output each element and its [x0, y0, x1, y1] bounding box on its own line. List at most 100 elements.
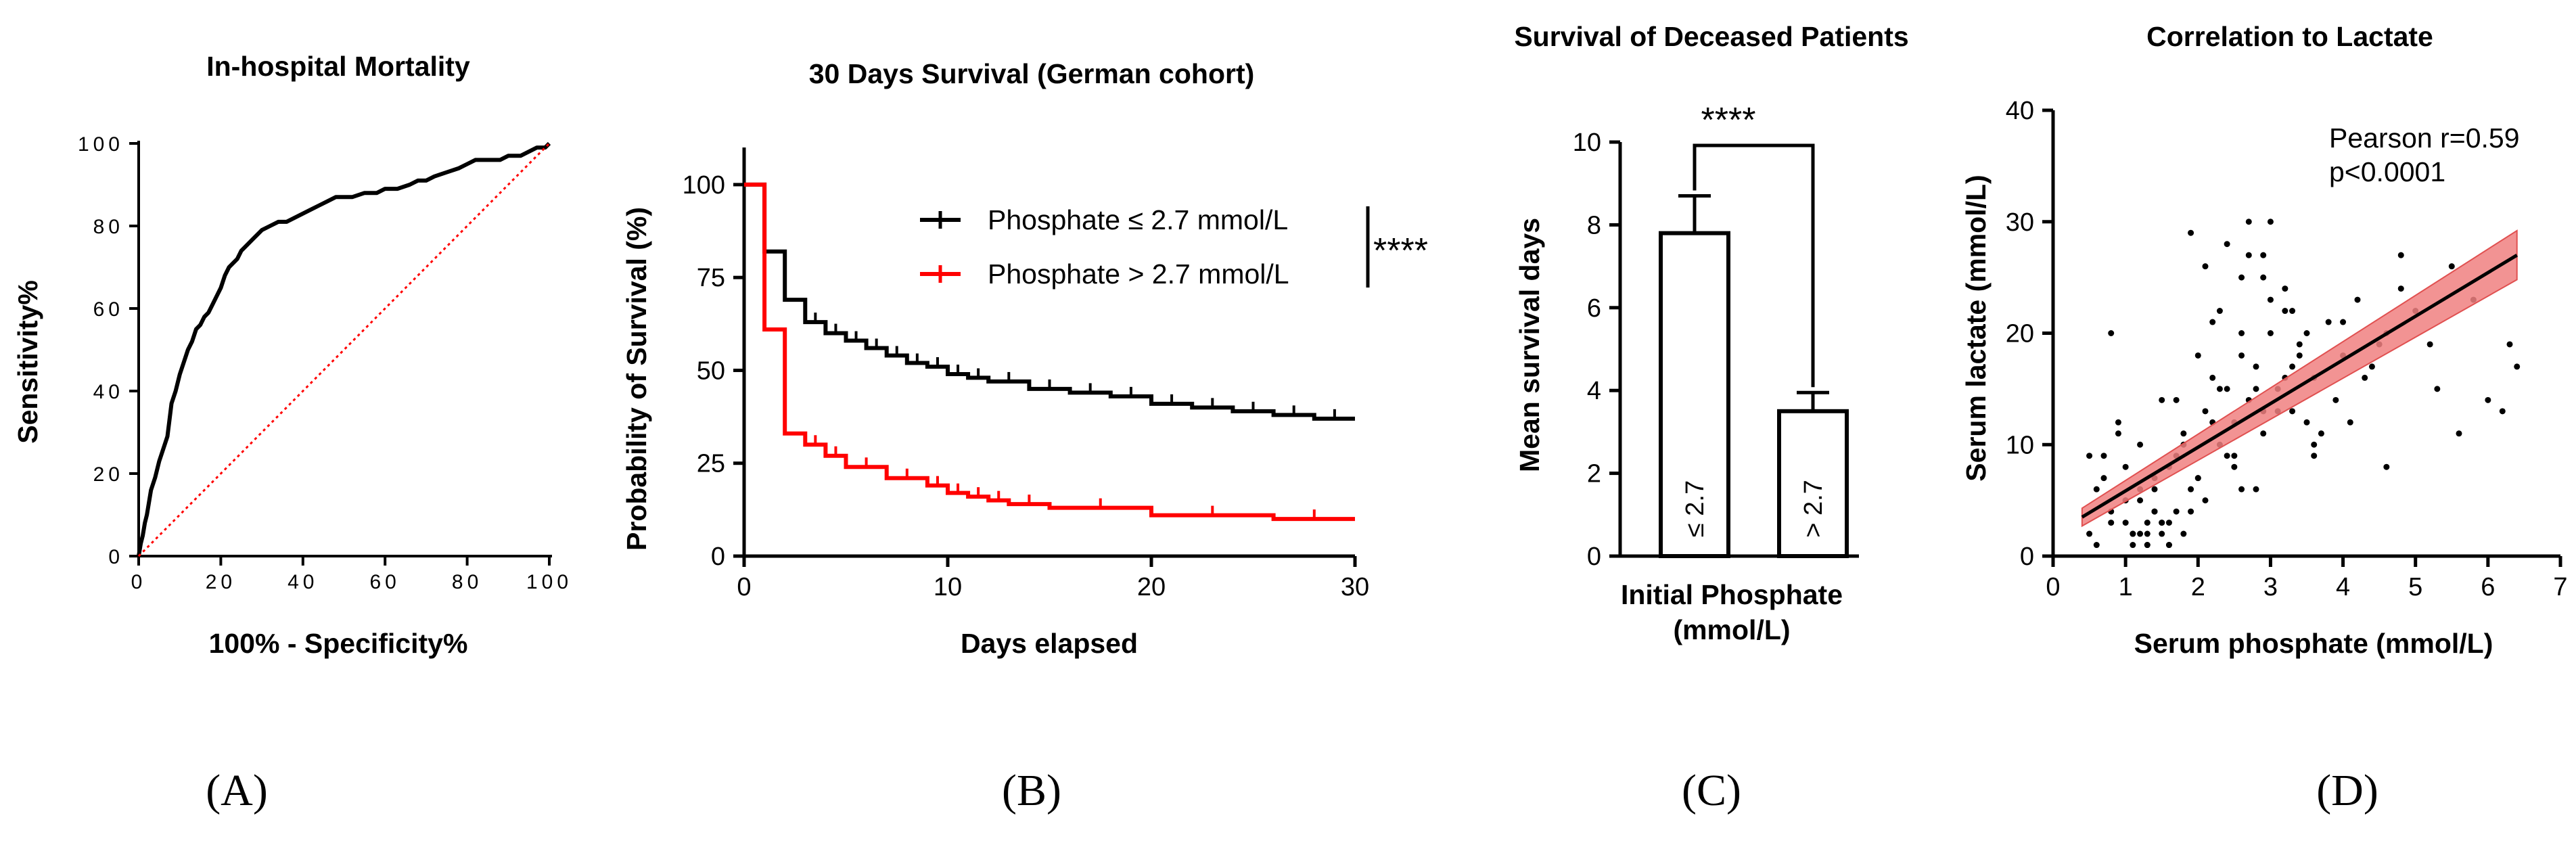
panel-c-ticks: 0 2 4 6 8 10: [1573, 129, 1620, 571]
panel-c-ytick-label: 10: [1573, 129, 1601, 157]
panel-d-label: (D): [2316, 766, 2378, 815]
panel-b-title: 30 Days Survival (German cohort): [809, 58, 1255, 89]
data-point: [2224, 453, 2230, 459]
data-point: [2093, 486, 2100, 493]
panel-d-xtick-label: 1: [2119, 573, 2133, 601]
panel-d-title: Correlation to Lactate: [2146, 21, 2433, 52]
data-point: [2100, 475, 2107, 482]
panel-a-label: (A): [206, 766, 268, 815]
panel-d-ytick-label: 20: [2006, 320, 2034, 348]
confidence-band: [2081, 229, 2518, 528]
panel-c-ytick-label: 2: [1587, 460, 1601, 488]
panel-b-ytick-label: 25: [697, 450, 725, 478]
panel-d-ytick-label: 40: [2006, 97, 2034, 125]
panel-a-axes: [137, 141, 552, 557]
data-point: [2332, 396, 2339, 403]
panel-d-xtick-label: 6: [2481, 573, 2495, 601]
bar-category-label: ≤ 2.7: [1681, 480, 1709, 537]
data-point: [2311, 441, 2318, 448]
panel-a-title: In-hospital Mortality: [206, 51, 470, 82]
data-point: [2188, 229, 2194, 236]
panel-c-ylabel: Mean survival days: [1514, 218, 1545, 472]
data-point: [2115, 419, 2121, 426]
data-point: [2303, 419, 2310, 426]
panel-a-ytick-label: 40: [93, 381, 124, 403]
panel-b-label: (B): [1002, 766, 1061, 815]
data-point: [2115, 430, 2121, 437]
data-point: [2397, 285, 2404, 292]
data-point: [2180, 530, 2187, 537]
data-point: [2194, 475, 2201, 482]
roc-curve: [137, 141, 551, 557]
panel-c-ytick-label: 4: [1587, 377, 1601, 405]
data-point: [2194, 352, 2201, 359]
data-point: [2188, 508, 2194, 515]
panel-a-xtick-label: 0: [131, 571, 147, 593]
panel-d-xtick-label: 2: [2191, 573, 2205, 601]
data-point: [2108, 330, 2115, 336]
panel-b-ytick-label: 50: [697, 357, 725, 385]
data-point: [2448, 263, 2455, 270]
data-point: [2165, 542, 2172, 549]
data-point: [2296, 352, 2303, 359]
bar-category-label: > 2.7: [1799, 480, 1828, 538]
panel-b-xtick-label: 0: [737, 573, 751, 601]
data-point: [2238, 274, 2245, 281]
data-point: [2354, 296, 2361, 303]
panel-d-ticks: 0 1 2 3 4 5 6 7 0 10 20 30 40: [2006, 97, 2568, 601]
data-point: [2260, 252, 2267, 258]
panel-b-xlabel: Days elapsed: [961, 628, 1138, 659]
data-point: [2159, 396, 2165, 403]
data-point: [2231, 463, 2238, 470]
data-point: [2296, 341, 2303, 348]
data-point: [2137, 530, 2144, 537]
data-point: [2122, 463, 2129, 470]
panel-a-ticks: 0 20 40 60 80 100 0 20 40 60 80 100: [78, 133, 572, 593]
panel-a-xtick-label: 40: [288, 571, 318, 593]
data-point: [2253, 363, 2259, 370]
data-point: [2086, 530, 2093, 537]
panel-c-ytick-label: 8: [1587, 211, 1601, 239]
data-point: [2144, 530, 2150, 537]
data-point: [2267, 219, 2274, 225]
data-point: [2202, 408, 2209, 415]
data-point: [2188, 486, 2194, 493]
data-point: [2159, 530, 2165, 537]
data-point: [2216, 386, 2223, 392]
data-point: [2253, 386, 2259, 392]
data-point: [2282, 308, 2288, 315]
panel-c-ytick-label: 6: [1587, 294, 1601, 323]
data-point: [2397, 252, 2404, 258]
data-point: [2216, 308, 2223, 315]
data-point: [2202, 497, 2209, 504]
panel-a-xtick-label: 100: [526, 571, 572, 593]
bar-high: [1777, 409, 1849, 558]
data-point: [2260, 274, 2267, 281]
data-point: [2093, 542, 2100, 549]
panel-c-xlabel-line1: Initial Phosphate: [1621, 579, 1843, 610]
panel-b-xtick-label: 10: [934, 573, 962, 601]
panel-a-ytick-label: 60: [93, 298, 124, 321]
panel-d-chart: Correlation to Lactate 0 1 2 3 4 5 6 7 0 10 20 30 40…: [1960, 21, 2568, 815]
data-point: [2514, 363, 2521, 370]
panel-a-ytick-label: 0: [108, 546, 124, 568]
panel-d-pearson: Pearson r=0.59: [2329, 122, 2520, 154]
panel-a-chart: In-hospital Mortality 0 20 40 60 80 100 0 20 40 6…: [12, 51, 572, 815]
panel-d-ytick-label: 0: [2020, 543, 2034, 571]
panel-d-xtick-label: 0: [2046, 573, 2060, 601]
data-point: [2209, 319, 2216, 325]
panel-d-xtick-label: 3: [2263, 573, 2278, 601]
panel-b-axes: [742, 147, 1355, 558]
data-point: [2289, 308, 2296, 315]
panel-b-xtick-label: 20: [1137, 573, 1166, 601]
data-point: [2238, 352, 2245, 359]
data-point: [2137, 441, 2144, 448]
data-point: [2159, 520, 2165, 526]
panel-d-ytick-label: 30: [2006, 208, 2034, 237]
data-point: [2506, 341, 2513, 348]
panel-b-ytick-label: 100: [683, 171, 725, 200]
panel-c-title: Survival of Deceased Patients: [1514, 21, 1908, 52]
panel-d-xtick-label: 7: [2553, 573, 2567, 601]
regression-line: [2081, 254, 2518, 519]
